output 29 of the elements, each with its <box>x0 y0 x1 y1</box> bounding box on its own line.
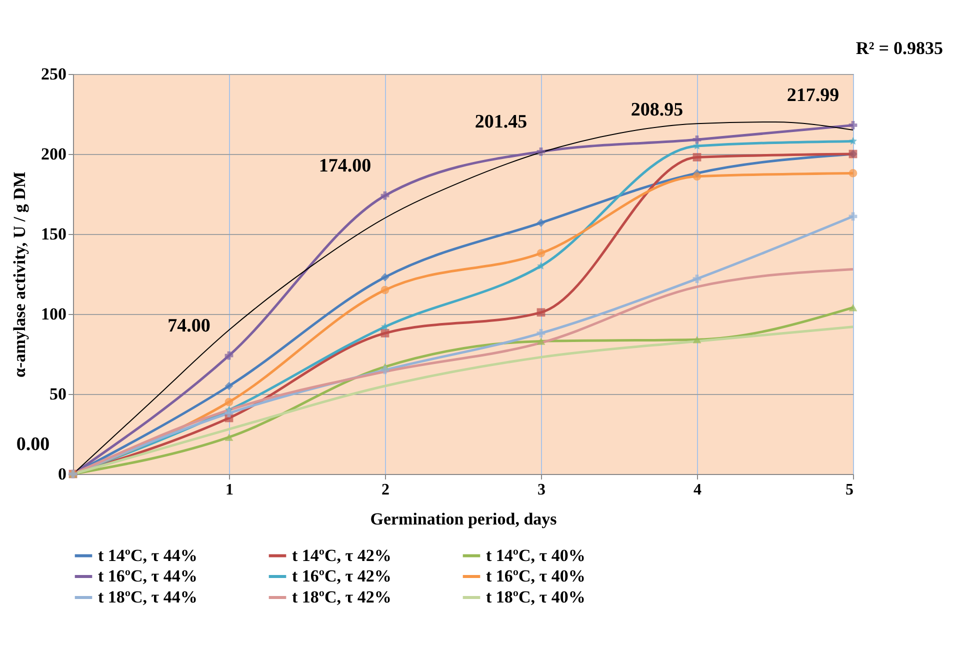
legend-label: t 14ºC, τ 44% <box>98 546 198 565</box>
y-tick-label: 0 <box>58 464 66 484</box>
y-axis-title: α-amylase activity, U / g DM <box>10 172 29 378</box>
annotation: 208.95 <box>630 100 684 121</box>
x-tick-label: 1 <box>226 482 234 498</box>
x-axis-title: Germination period, days <box>370 510 558 528</box>
legend-label: t 18ºC, τ 42% <box>292 588 392 606</box>
legend-label: t 18ºC, τ 40% <box>486 588 586 606</box>
text: R² = 0.9835 <box>856 38 943 58</box>
annotation: 217.99 <box>786 85 840 106</box>
y-tick-label: 100 <box>41 304 66 324</box>
annotation: 0.00 <box>16 434 50 455</box>
legend-label: t 16ºC, τ 44% <box>98 566 198 586</box>
annotation: 201.45 <box>474 112 528 133</box>
legend-label: t 16ºC, τ 40% <box>486 566 586 586</box>
x-tick-label: 4 <box>694 482 702 498</box>
y-tick-label: 150 <box>41 224 66 244</box>
legend-label: t 14ºC, τ 42% <box>292 546 392 565</box>
y-tick-label: 200 <box>41 144 66 164</box>
x-tick-label: 5 <box>846 482 854 498</box>
x-tick-label: 3 <box>538 482 546 498</box>
y-tick-label: 250 <box>41 64 66 84</box>
legend-label: t 18ºC, τ 44% <box>98 588 198 606</box>
x-tick-label: 2 <box>382 482 390 498</box>
y-tick-label: 50 <box>50 384 66 404</box>
legend-label: t 14ºC, τ 40% <box>486 546 586 565</box>
legend-label: t 16ºC, τ 42% <box>292 566 392 586</box>
annotation: 174.00 <box>318 156 372 177</box>
annotation: 74.00 <box>168 316 210 337</box>
